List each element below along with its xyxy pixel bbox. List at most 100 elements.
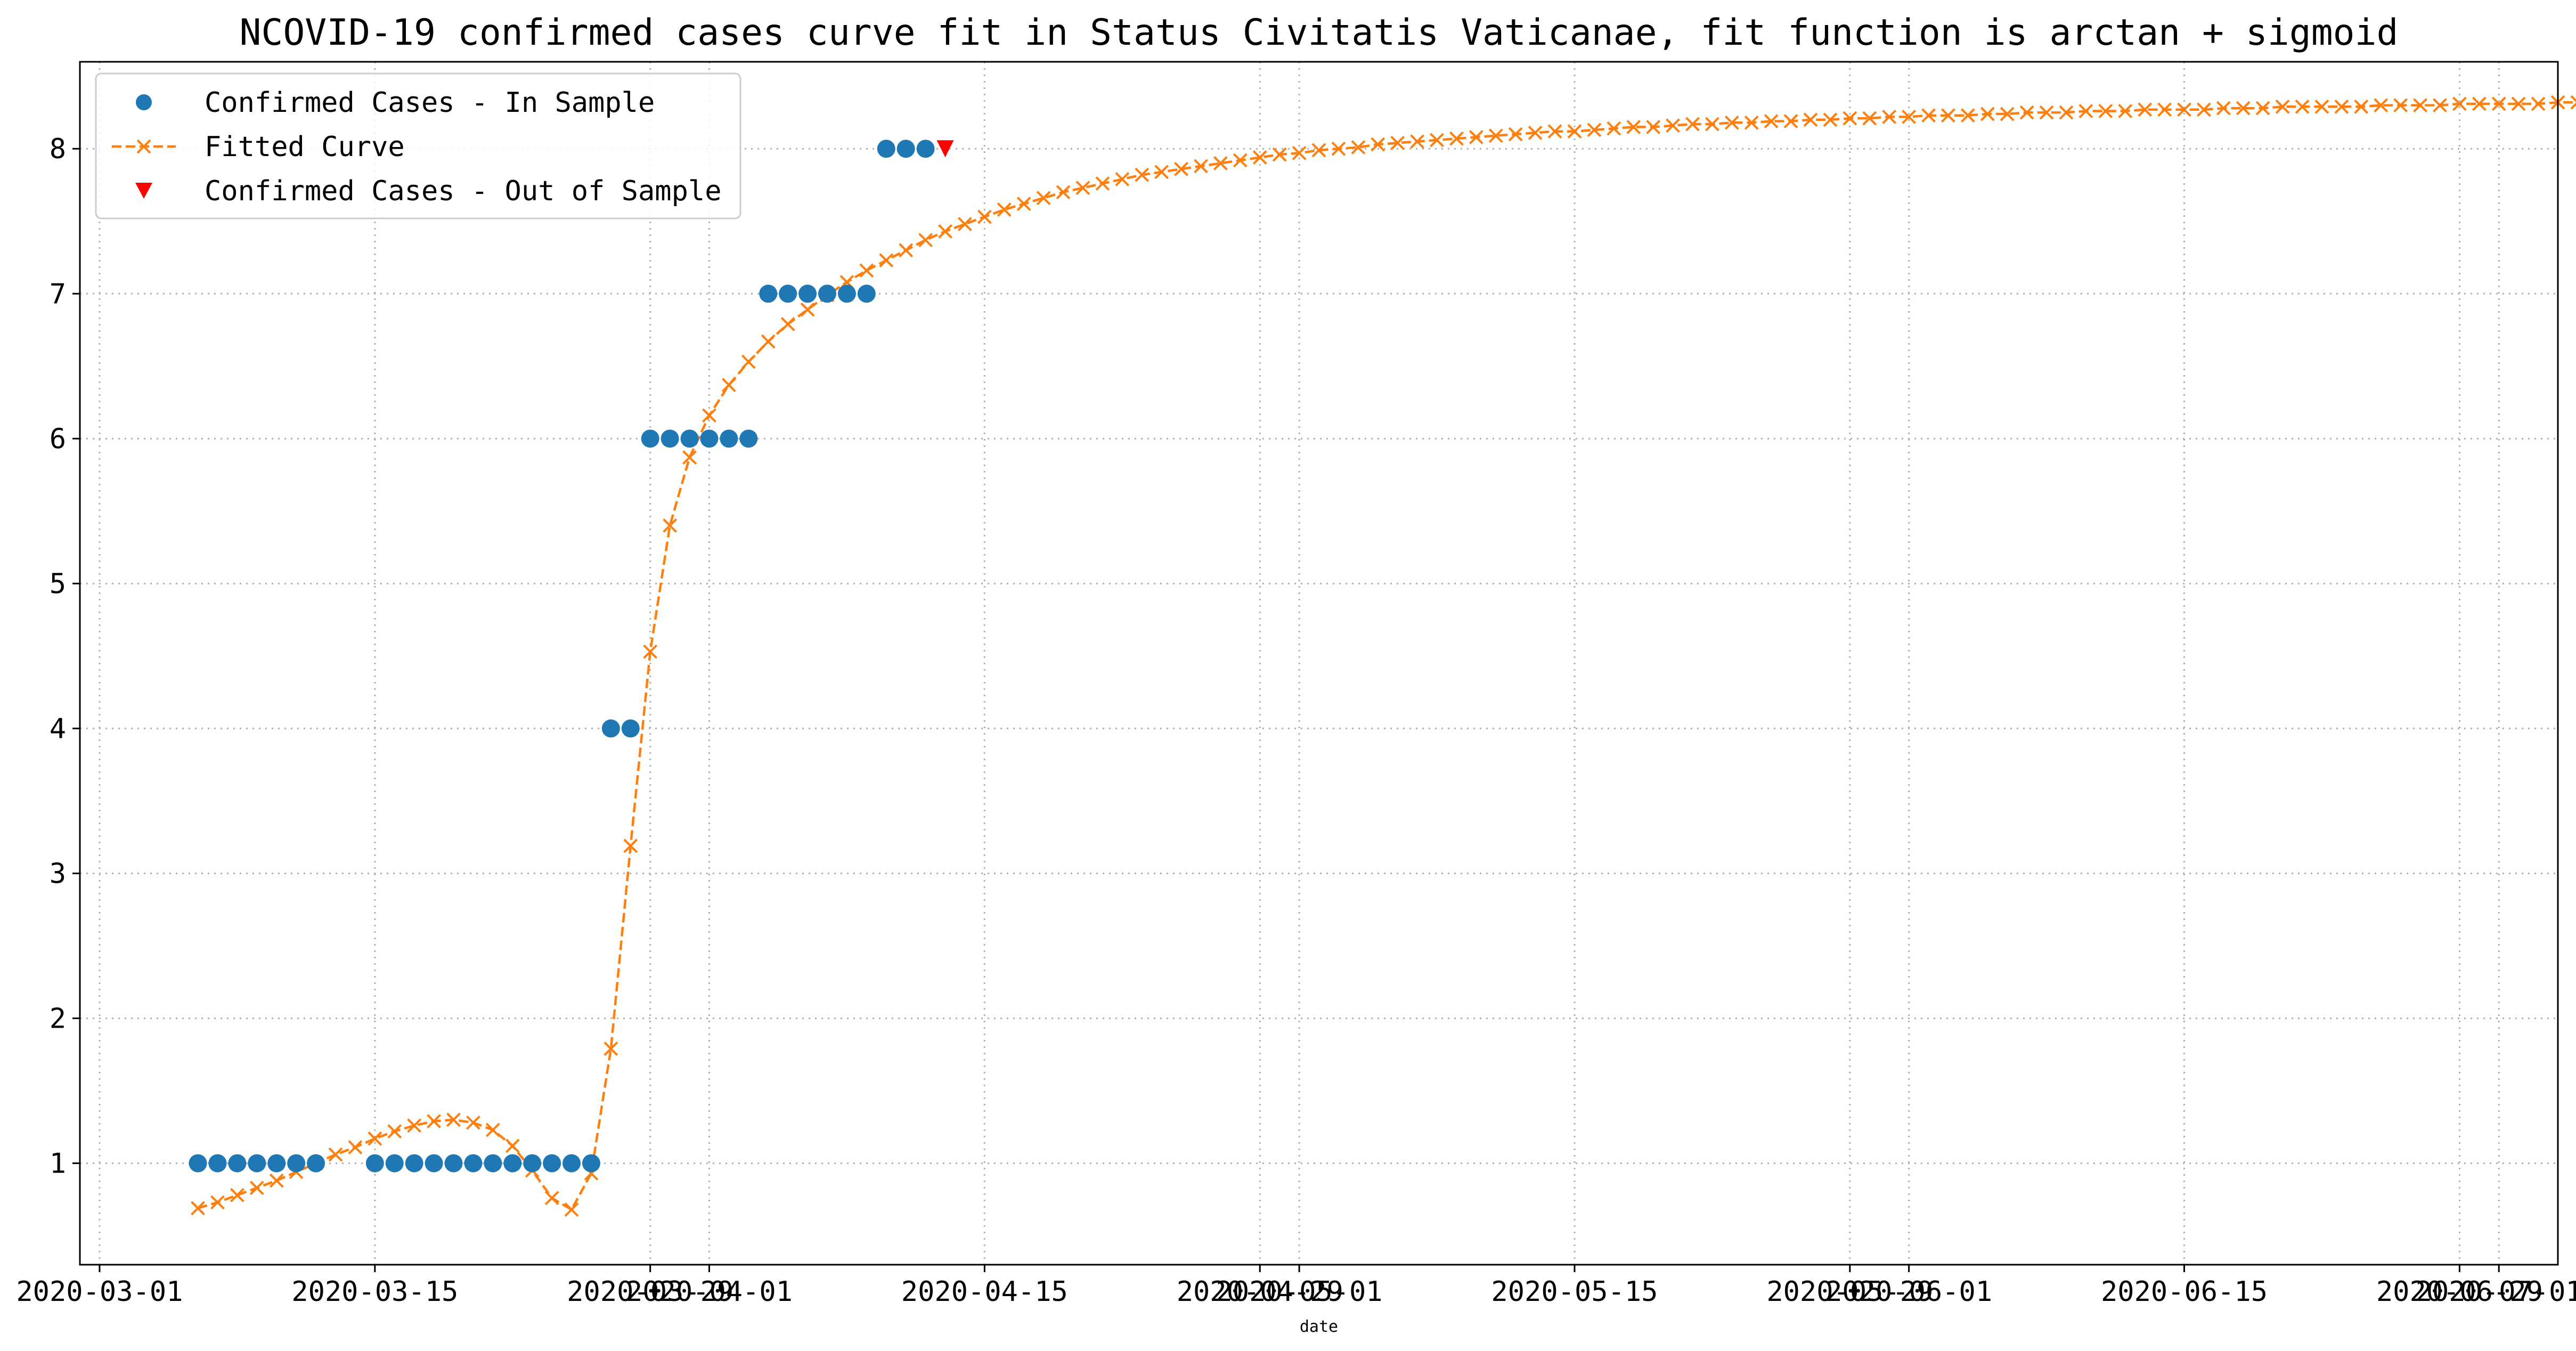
in-sample-point bbox=[385, 1154, 404, 1173]
in-sample-point bbox=[248, 1154, 266, 1173]
in-sample-point bbox=[523, 1154, 542, 1173]
x-tick-label: 2020-03-29 bbox=[567, 1276, 733, 1308]
legend: Confirmed Cases - In Sample Fitted Curve C… bbox=[95, 72, 741, 219]
fitted-curve-point bbox=[1705, 117, 1719, 132]
out-of-sample-point bbox=[936, 140, 954, 158]
fitted-curve-point bbox=[1430, 133, 1444, 148]
in-sample-point bbox=[444, 1154, 463, 1173]
in-sample-point bbox=[189, 1154, 207, 1173]
fitted-curve-point bbox=[1095, 176, 1110, 191]
fitted-curve-point bbox=[1331, 141, 1346, 156]
in-sample-point bbox=[405, 1154, 423, 1173]
fitted-curve-point bbox=[859, 263, 874, 278]
in-sample-point bbox=[365, 1154, 384, 1173]
in-sample-point bbox=[641, 429, 659, 448]
in-sample-point bbox=[661, 429, 679, 448]
fitted-curve-point bbox=[604, 1041, 618, 1056]
fitted-curve-point bbox=[2275, 99, 2290, 114]
grid-layer bbox=[80, 62, 2558, 1265]
in-sample-point bbox=[503, 1154, 522, 1173]
in-sample-point bbox=[425, 1154, 443, 1173]
in-sample-point bbox=[896, 140, 915, 158]
in-sample-point bbox=[307, 1154, 325, 1173]
fitted-curve-point bbox=[958, 217, 972, 232]
legend-label: Confirmed Cases - Out of Sample bbox=[205, 175, 722, 207]
fitted-curve-point bbox=[1823, 112, 1838, 127]
fitted-curve-point bbox=[191, 1201, 205, 1216]
in-sample-point bbox=[484, 1154, 502, 1173]
fitted-curve-point bbox=[544, 1191, 559, 1206]
in-sample-point bbox=[601, 719, 620, 738]
x-tick-label: 2020-05-29 bbox=[1766, 1276, 1933, 1308]
fitted-curve-point bbox=[1351, 140, 1366, 154]
fitted-curve-point bbox=[1390, 135, 1405, 150]
in-sample-point bbox=[680, 429, 699, 448]
fitted-curve-point bbox=[249, 1181, 264, 1195]
in-sample-point bbox=[563, 1154, 581, 1173]
fitted-curve-point bbox=[1233, 153, 1248, 168]
fitted-curve-point bbox=[2413, 98, 2427, 113]
fitted-curve-point bbox=[407, 1118, 422, 1133]
fitted-curve-point bbox=[2236, 101, 2251, 116]
fitted-curve-point bbox=[1292, 145, 1307, 160]
fitted-curve-point bbox=[269, 1173, 284, 1188]
fitted-curve-point bbox=[721, 378, 736, 393]
fitted-curve-point bbox=[2374, 98, 2388, 113]
fitted-curve-point bbox=[1213, 156, 1228, 170]
legend-label: Confirmed Cases - In Sample bbox=[205, 87, 655, 119]
fitted-curve-point bbox=[2334, 99, 2349, 114]
fitted-curve-point bbox=[1921, 108, 1936, 123]
fitted-curve-point bbox=[1508, 127, 1523, 142]
fitted-curve-point bbox=[977, 209, 992, 224]
fitted-curve-point bbox=[2531, 96, 2546, 111]
fitted-curve-point bbox=[1960, 108, 1975, 123]
fitted-curve-point bbox=[2118, 104, 2133, 118]
y-tick-label: 5 bbox=[50, 568, 66, 600]
fitted-curve-point bbox=[2157, 102, 2172, 117]
fitted-curve-point bbox=[1547, 124, 1562, 139]
in-sample-point bbox=[720, 429, 738, 448]
fitted-curve-point bbox=[2000, 107, 2015, 121]
in-sample-point bbox=[818, 284, 836, 303]
legend-in-sample-swatch bbox=[136, 94, 152, 110]
y-tick-label: 2 bbox=[50, 1003, 66, 1035]
fitted-curve-point bbox=[2570, 95, 2576, 110]
y-tick-label: 3 bbox=[50, 858, 66, 890]
fitted-curve-point bbox=[2452, 96, 2467, 111]
in-sample-point bbox=[759, 284, 778, 303]
x-tick-label: 2020-06-29 bbox=[2376, 1276, 2543, 1308]
legend-label: Fitted Curve bbox=[205, 131, 405, 163]
in-sample-point bbox=[798, 284, 817, 303]
in-sample-point bbox=[621, 719, 640, 738]
fitted-curve-point bbox=[1744, 115, 1759, 130]
fitted-curve-point bbox=[1843, 111, 1857, 126]
in-sample-point bbox=[739, 429, 758, 448]
x-tick-label: 2020-04-15 bbox=[901, 1276, 1068, 1308]
fitted-curve-point bbox=[2295, 99, 2310, 114]
fitted-curve-point bbox=[1488, 128, 1503, 143]
fitted-curve-point bbox=[1449, 131, 1464, 146]
fitted-curve-point bbox=[1941, 108, 1955, 123]
fitted-curve-point bbox=[1469, 130, 1483, 144]
fitted-curve-point bbox=[1646, 120, 1661, 134]
fitted-curve-point bbox=[1862, 111, 1877, 126]
fitted-curve-point bbox=[1371, 137, 1385, 152]
fitted-curve-point bbox=[2098, 104, 2113, 118]
fitted-curve-point bbox=[702, 408, 716, 423]
in-sample-point bbox=[267, 1154, 286, 1173]
in-sample-point bbox=[779, 284, 797, 303]
fitted-curve-point bbox=[899, 243, 914, 258]
fitted-curve-point bbox=[2354, 99, 2369, 114]
fitted-curve-point bbox=[427, 1114, 441, 1129]
in-sample-point bbox=[700, 429, 719, 448]
fitted-curve-point bbox=[1567, 124, 1582, 139]
fitted-curve-point bbox=[466, 1115, 480, 1130]
in-sample-point bbox=[543, 1154, 561, 1173]
fitted-curve-point bbox=[1764, 114, 1779, 128]
fitted-curve-point bbox=[663, 518, 678, 533]
fitted-curve-point bbox=[918, 233, 933, 248]
fitted-curve-point bbox=[2138, 102, 2153, 117]
fitted-curve-point bbox=[2491, 96, 2506, 111]
